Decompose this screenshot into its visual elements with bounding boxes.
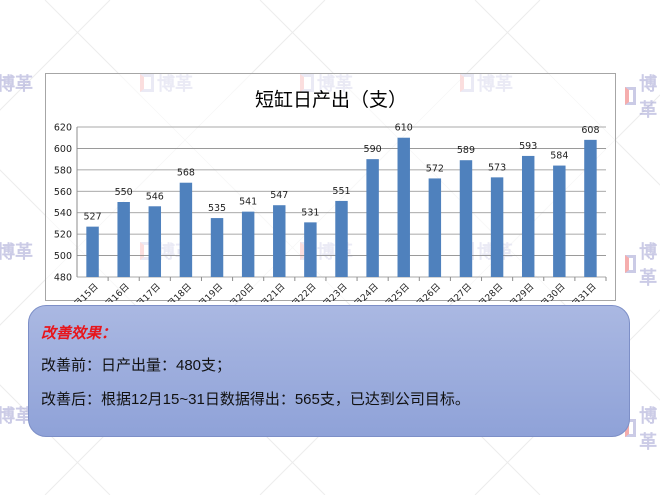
data-label: 527 bbox=[83, 212, 101, 223]
watermark-logo: 博革 bbox=[0, 238, 33, 264]
x-tick-label: 12月15日 bbox=[64, 281, 101, 302]
bar bbox=[86, 226, 99, 277]
data-label: 541 bbox=[239, 197, 257, 208]
watermark-logo: 博革 bbox=[625, 402, 660, 454]
bar bbox=[273, 205, 286, 277]
data-label: 590 bbox=[364, 144, 382, 155]
bar bbox=[210, 218, 224, 277]
data-label: 572 bbox=[426, 163, 444, 174]
data-label: 608 bbox=[581, 125, 599, 136]
y-tick-label: 620 bbox=[54, 123, 72, 134]
watermark-logo-icon bbox=[625, 87, 637, 105]
watermark-text: 博革 bbox=[0, 406, 33, 427]
x-tick-label: 12月24日 bbox=[344, 281, 381, 302]
data-label: 589 bbox=[457, 145, 475, 156]
data-label: 550 bbox=[115, 187, 133, 198]
watermark-logo: 博革 bbox=[625, 238, 660, 290]
y-tick-label: 540 bbox=[54, 208, 72, 219]
bar bbox=[148, 206, 162, 277]
before-text: 改善前：日产出量：480支； bbox=[41, 357, 232, 374]
data-label: 547 bbox=[270, 190, 288, 201]
y-tick-label: 500 bbox=[54, 251, 72, 262]
x-tick-label: 12月27日 bbox=[437, 281, 474, 302]
x-tick-label: 12月28日 bbox=[469, 281, 506, 302]
bar bbox=[241, 211, 255, 277]
chart-container: 短缸日产出（支） 480 500 520 540 560 580 600 620 527 12月1… bbox=[45, 73, 616, 302]
x-tick-label: 12月21日 bbox=[251, 281, 288, 302]
x-tick-label: 12月20日 bbox=[220, 281, 257, 302]
y-tick-label: 560 bbox=[54, 187, 72, 198]
bar bbox=[584, 139, 597, 277]
data-label: 593 bbox=[519, 141, 537, 152]
data-label: 584 bbox=[550, 151, 568, 162]
y-tick-label: 580 bbox=[54, 165, 72, 176]
y-tick-label: 520 bbox=[54, 230, 72, 241]
data-label: 546 bbox=[146, 191, 164, 202]
bar bbox=[179, 182, 193, 277]
bar-chart: 短缸日产出（支） 480 500 520 540 560 580 600 620 527 12月1… bbox=[54, 89, 607, 302]
panel-heading: 改善效果： bbox=[41, 324, 117, 342]
x-tick-label: 12月16日 bbox=[95, 281, 132, 302]
x-tick-label: 12月25日 bbox=[375, 281, 412, 302]
after-text: 改善后：根据12月15~31日数据得出：565支，已达到公司目标。 bbox=[41, 391, 470, 408]
watermark-text: 博革 bbox=[0, 74, 33, 95]
data-label: 535 bbox=[208, 203, 226, 214]
bar bbox=[366, 159, 379, 277]
watermark-logo-icon bbox=[625, 255, 637, 273]
x-tick-label: 12月23日 bbox=[313, 281, 350, 302]
bar bbox=[521, 155, 535, 277]
bar bbox=[428, 178, 442, 277]
x-tick-label: 12月29日 bbox=[500, 281, 537, 302]
x-tick-label: 12月30日 bbox=[531, 281, 568, 302]
x-tick-label: 12月17日 bbox=[126, 281, 163, 302]
data-label: 551 bbox=[332, 186, 350, 197]
x-tick-label: 12月19日 bbox=[188, 281, 225, 302]
y-tick-label: 600 bbox=[54, 144, 72, 155]
x-tick-label: 12月26日 bbox=[406, 281, 443, 302]
bar bbox=[397, 137, 410, 277]
watermark-text: 博革 bbox=[0, 242, 33, 263]
watermark-logo: 博革 bbox=[625, 70, 660, 122]
x-tick-label: 12月18日 bbox=[157, 281, 194, 302]
watermark-logo: 博革 bbox=[0, 70, 33, 96]
watermark-text: 博革 bbox=[639, 242, 658, 289]
bar bbox=[459, 160, 473, 277]
bar bbox=[304, 222, 317, 277]
watermark-text: 博革 bbox=[639, 74, 658, 121]
improvement-panel: 改善效果： 改善前：日产出量：480支； 改善后：根据12月15~31日数据得出… bbox=[28, 305, 630, 437]
x-tick-label: 12月22日 bbox=[282, 281, 319, 302]
chart-title: 短缸日产出（支） bbox=[255, 89, 407, 111]
y-tick-label: 480 bbox=[54, 273, 72, 284]
data-label: 573 bbox=[488, 162, 506, 173]
bar bbox=[335, 200, 348, 277]
bar bbox=[553, 165, 566, 277]
bar bbox=[117, 202, 130, 277]
data-label: 568 bbox=[177, 168, 195, 179]
data-label: 531 bbox=[301, 207, 319, 218]
data-label: 610 bbox=[395, 123, 413, 134]
bar bbox=[490, 177, 504, 277]
watermark-logo: 博革 bbox=[0, 402, 33, 428]
x-tick-label: 12月31日 bbox=[562, 281, 599, 302]
watermark-text: 博革 bbox=[639, 406, 658, 453]
